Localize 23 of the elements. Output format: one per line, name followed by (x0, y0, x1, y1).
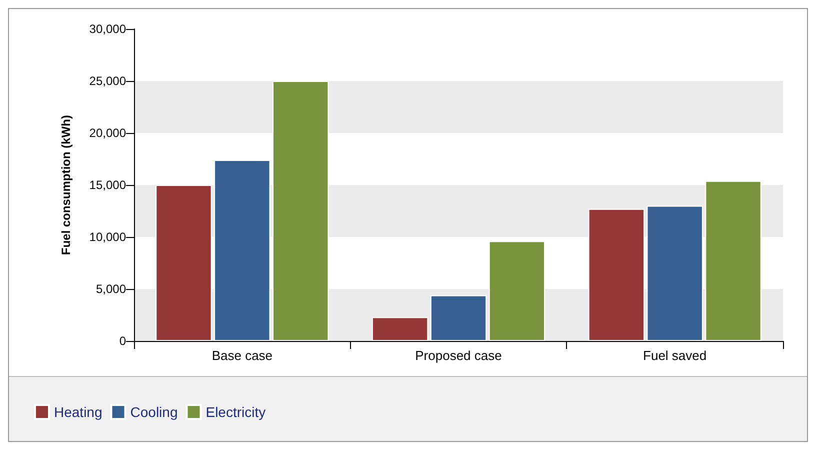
bar (488, 241, 546, 341)
y-tick-label: 20,000 (89, 126, 126, 140)
y-tick-label: 25,000 (89, 74, 126, 88)
x-tick-label: Proposed case (415, 348, 502, 363)
x-tick-label: Fuel saved (643, 348, 707, 363)
bar (272, 81, 329, 341)
y-tick-label: 5,000 (96, 282, 126, 296)
bar (705, 180, 762, 341)
bar (372, 317, 428, 341)
bar (430, 295, 487, 341)
legend-label: Heating (54, 404, 102, 420)
y-tick-label: 0 (119, 334, 126, 348)
y-tick-label: 30,000 (89, 22, 126, 36)
y-tick-label: 10,000 (89, 230, 126, 244)
bar (646, 206, 703, 341)
legend-label: Electricity (206, 404, 266, 420)
bar (588, 208, 644, 341)
legend-label: Cooling (130, 404, 178, 420)
y-tick-label: 15,000 (89, 178, 126, 192)
bar (214, 160, 270, 341)
y-axis-title: Fuel consumption (kWh) (59, 115, 73, 255)
bar (156, 185, 212, 341)
x-tick-label: Base case (212, 348, 273, 363)
